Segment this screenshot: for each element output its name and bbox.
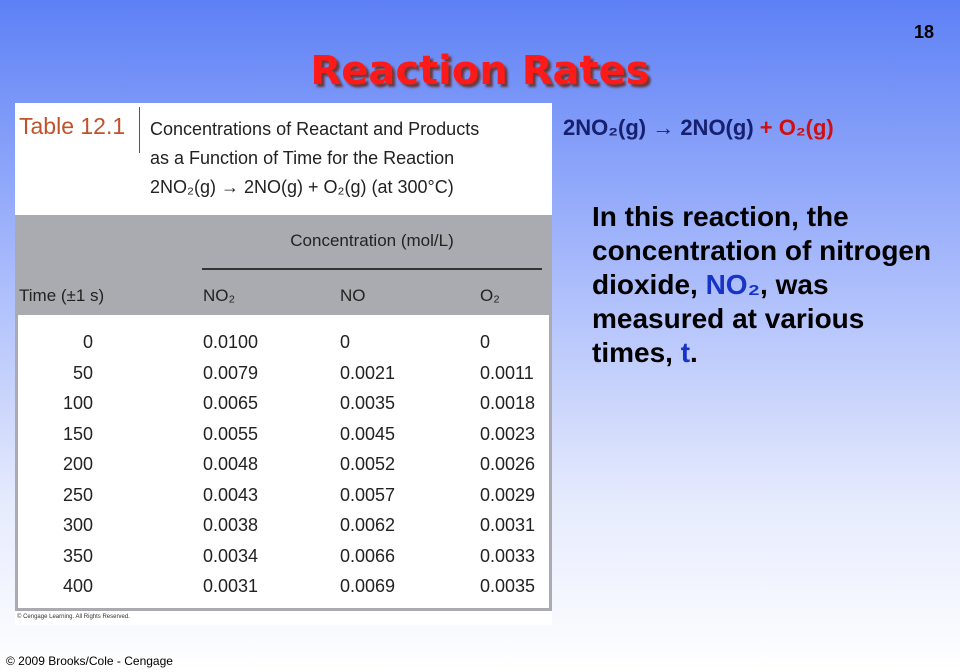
equation-part: + O₂(g) bbox=[759, 115, 834, 140]
column-header: NO₂ bbox=[203, 286, 236, 305]
formula: NO₂ bbox=[705, 269, 761, 300]
cell: 400 bbox=[62, 576, 93, 596]
rule bbox=[202, 268, 542, 270]
cell: 100 bbox=[62, 393, 93, 413]
equation-part: 2NO₂(g) → 2NO(g) bbox=[563, 115, 754, 140]
caption-line: 2NO₂(g) → 2NO(g) + O₂(g) (at 300°C) bbox=[150, 177, 454, 197]
caption-line: as a Function of Time for the Reaction bbox=[150, 148, 455, 168]
caption-line: Concentrations of Reactant and Products bbox=[150, 119, 480, 139]
group-header: Concentration (mol/L) bbox=[290, 231, 454, 250]
cell: 0.0035 bbox=[480, 576, 536, 596]
text: . bbox=[690, 337, 698, 368]
cell: 0.0079 bbox=[203, 362, 259, 383]
cell: 0.0011 bbox=[480, 362, 534, 383]
cell: 0 bbox=[480, 332, 491, 352]
cell: 0.0043 bbox=[203, 484, 259, 505]
cell: 0.0100 bbox=[203, 332, 259, 352]
cell: 0.0057 bbox=[340, 484, 396, 505]
table-frame bbox=[15, 315, 552, 611]
cell: 0.0023 bbox=[480, 423, 536, 444]
paragraph: In this reaction, the concentration of n… bbox=[592, 200, 952, 370]
column-header: O₂ bbox=[480, 286, 500, 305]
cell: 0.0029 bbox=[480, 484, 536, 505]
cell: 0.0033 bbox=[480, 545, 536, 566]
cell: 300 bbox=[62, 515, 93, 535]
cell: 350 bbox=[62, 545, 93, 566]
cell: 0.0018 bbox=[480, 393, 536, 413]
cell: 0.0052 bbox=[340, 454, 396, 474]
cell: 0 bbox=[340, 332, 351, 352]
cell: 0.0062 bbox=[340, 515, 396, 535]
table: Table 12.1 Concentrations of Reactant an… bbox=[15, 103, 552, 625]
table-label: Table 12.1 bbox=[19, 113, 126, 139]
cell: 200 bbox=[62, 454, 93, 474]
cell: 0.0065 bbox=[203, 393, 259, 413]
cell: 50 bbox=[72, 362, 93, 383]
cell: 0.0038 bbox=[203, 515, 259, 535]
cell: 150 bbox=[62, 423, 93, 444]
cell: 0.0021 bbox=[340, 362, 396, 383]
cell: 0 bbox=[82, 332, 93, 352]
table-caption: Concentrations of Reactant and Products … bbox=[150, 115, 540, 202]
cell: 0.0034 bbox=[203, 545, 259, 566]
variable: t bbox=[680, 337, 691, 368]
cell: 0.0055 bbox=[203, 423, 259, 444]
cell: 0.0069 bbox=[340, 576, 396, 596]
cell: 0.0045 bbox=[340, 423, 396, 444]
slide-title: Reaction Rates bbox=[310, 48, 650, 94]
text: , was measured at various times, bbox=[592, 269, 865, 368]
cell: 0.0026 bbox=[480, 454, 536, 474]
slide-number: 18 bbox=[913, 22, 934, 42]
rights-note: © Cengage Learning. All Rights Reserved. bbox=[17, 614, 130, 620]
divider bbox=[139, 107, 140, 153]
cell: 0.0066 bbox=[340, 545, 396, 566]
cell: 0.0031 bbox=[480, 515, 536, 535]
table-header-bg bbox=[15, 215, 552, 315]
cell: 250 bbox=[62, 484, 93, 505]
cell: 0.0031 bbox=[203, 576, 259, 596]
column-header: Time (±1 s) bbox=[19, 286, 105, 305]
text: In this reaction, the concentration of n… bbox=[592, 201, 932, 300]
equation: 2NO₂(g) → 2NO(g) + O₂(g) bbox=[563, 115, 834, 141]
copyright: © 2009 Brooks/Cole - Cengage bbox=[6, 654, 173, 668]
cell: 0.0048 bbox=[203, 454, 259, 474]
cell: 0.0035 bbox=[340, 393, 396, 413]
column-header: NO bbox=[340, 286, 366, 305]
